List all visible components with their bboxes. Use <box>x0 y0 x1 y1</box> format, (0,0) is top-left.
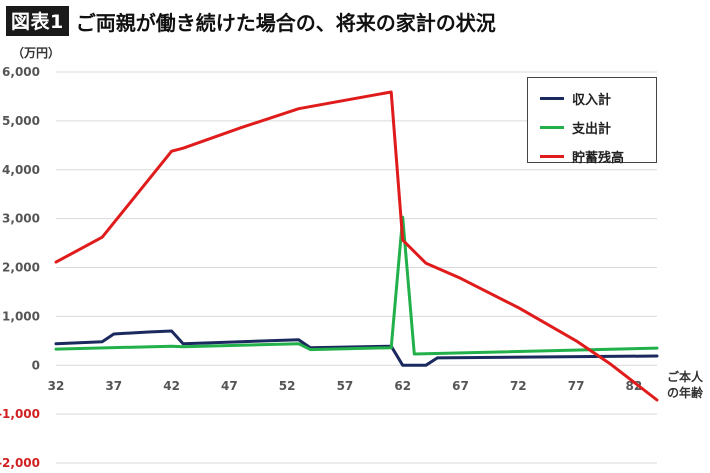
y-tick-label: 5,000 <box>2 114 40 128</box>
y-axis-unit-label: （万円） <box>12 46 61 60</box>
x-tick-label: 42 <box>163 379 180 393</box>
x-tick-label: 52 <box>279 379 296 393</box>
legend-swatch-income <box>540 96 564 100</box>
x-axis-note: ご本人 の年齢 <box>667 370 704 400</box>
y-tick-label: 4,000 <box>2 163 40 177</box>
x-tick-label: 67 <box>452 379 469 393</box>
y-tick-label: 6,000 <box>2 65 40 79</box>
legend-item-savings: 貯蓄残高 <box>540 145 656 167</box>
y-tick-label: 2,000 <box>2 261 40 275</box>
legend-label-income: 収入計 <box>572 92 612 108</box>
series-line-income <box>54 329 659 367</box>
series-line-expense <box>54 215 659 356</box>
x-tick-label: 32 <box>48 379 65 393</box>
chart-title: ご両親が働き続けた場合の、将来の家計の状況 <box>75 10 496 35</box>
x-tick-label: 47 <box>221 379 238 393</box>
legend-swatch-expense <box>540 125 564 129</box>
x-tick-label: 57 <box>337 379 354 393</box>
x-tick-label: 62 <box>394 379 411 393</box>
legend-swatch-savings <box>540 154 564 158</box>
x-tick-label: 77 <box>568 379 585 393</box>
figure-label: 図表1 <box>6 6 69 36</box>
y-tick-label: 1,000 <box>2 309 40 323</box>
series-line-savings <box>54 90 659 402</box>
y-tick-label: 0 <box>32 358 40 372</box>
y-tick-label: -2,000 <box>0 456 40 470</box>
legend-label-expense: 支出計 <box>572 121 612 137</box>
y-tick-label: -1,000 <box>0 407 40 421</box>
legend-label-savings: 貯蓄残高 <box>572 150 625 166</box>
figure-header: 図表1 ご両親が働き続けた場合の、将来の家計の状況 <box>6 6 496 36</box>
chart-legend: 収入計 支出計 貯蓄残高 <box>527 77 657 166</box>
legend-item-expense: 支出計 <box>540 116 656 138</box>
x-tick-label: 37 <box>105 379 122 393</box>
legend-item-income: 収入計 <box>540 87 656 109</box>
x-tick-label: 82 <box>626 379 643 393</box>
y-tick-label: 3,000 <box>2 212 40 226</box>
x-tick-label: 72 <box>510 379 527 393</box>
